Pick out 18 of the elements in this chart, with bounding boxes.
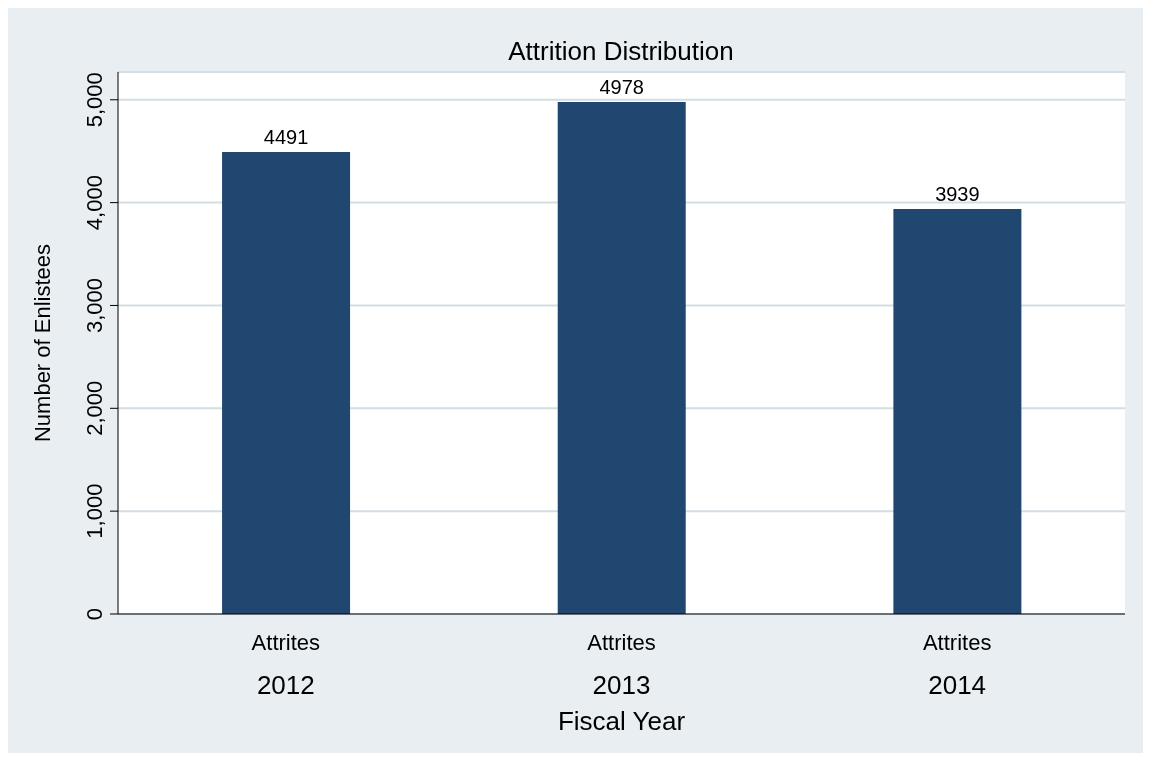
x-axis-title: Fiscal Year bbox=[557, 706, 686, 736]
y-axis-title: Number of Enlistees bbox=[29, 243, 55, 443]
x-tick-label: Attrites 2014 bbox=[922, 630, 992, 700]
bar bbox=[222, 152, 351, 614]
data-label: 4978 bbox=[599, 76, 644, 99]
y-tick-label: 2,000 bbox=[82, 380, 107, 436]
bar bbox=[557, 102, 686, 614]
data-label: 3939 bbox=[935, 182, 980, 205]
y-tick-label: 3,000 bbox=[82, 277, 107, 333]
y-tick-label: 4,000 bbox=[82, 175, 107, 231]
bar bbox=[893, 208, 1022, 614]
x-tick-label: Attrites 2013 bbox=[587, 630, 656, 700]
y-tick-label: 1,000 bbox=[82, 483, 107, 539]
y-tick-label: 0 bbox=[82, 607, 107, 621]
chart-title: Attrition Distribution bbox=[508, 36, 734, 66]
y-tick-label: 5,000 bbox=[82, 72, 107, 128]
x-tick-label: Attrites 2012 bbox=[251, 630, 321, 700]
data-label: 4491 bbox=[263, 126, 309, 149]
